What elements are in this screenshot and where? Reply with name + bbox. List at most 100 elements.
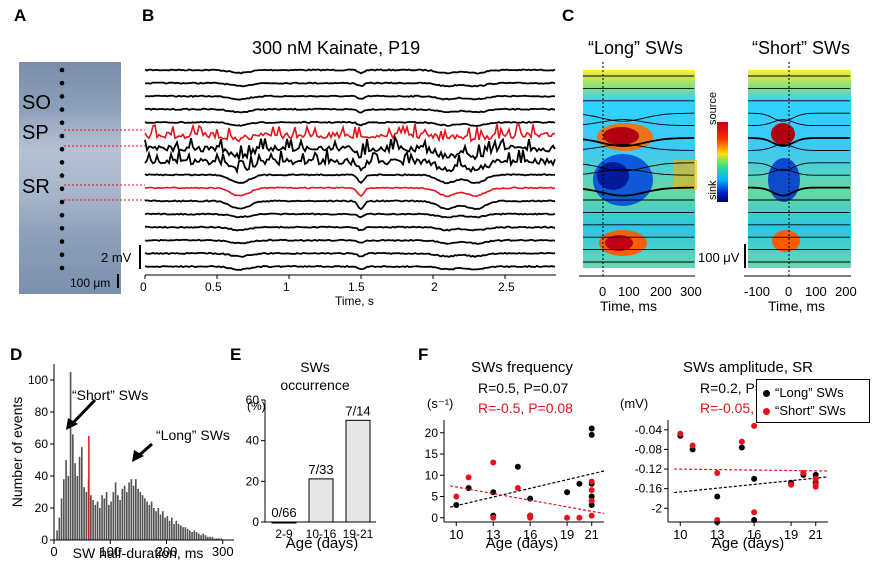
- f-amp-y-tick-label: -2: [651, 501, 662, 515]
- lfp-trace-4: [144, 107, 556, 114]
- histogram-bar: [58, 517, 61, 540]
- electrode-dot: [59, 239, 65, 244]
- f-freq-point: [514, 463, 521, 470]
- lfp-trace-14: [144, 238, 556, 245]
- histogram-bar: [121, 488, 124, 540]
- histogram-bar: [83, 487, 85, 540]
- d-x-tick-label: 300: [212, 544, 234, 559]
- f-amp-point: [812, 475, 819, 482]
- histogram-bar: [137, 488, 139, 540]
- f-freq-point: [453, 502, 460, 508]
- csd-trace: [748, 186, 850, 197]
- histogram-bar: [159, 514, 162, 540]
- histogram-bar: [195, 532, 198, 540]
- csd-trace: [748, 112, 850, 122]
- lfp-trace-3: [144, 94, 556, 101]
- electrode-dots: [59, 67, 65, 271]
- lfp-trace-6: [144, 122, 556, 143]
- f-amp-trend: [674, 468, 829, 472]
- histogram-bar: [155, 511, 157, 540]
- electrode-dot: [59, 226, 65, 231]
- histogram-bar: [69, 372, 72, 540]
- b-xtick-4: 2: [431, 280, 438, 294]
- d-y-tick-label: 20: [35, 501, 49, 515]
- scale-bar-a: [117, 274, 119, 288]
- d-y-label: Number of events: [9, 397, 25, 508]
- histogram-bar: [141, 495, 144, 540]
- legend-f: “Long” SWs “Short” SWs: [756, 379, 870, 423]
- f-freq-y-tick-label: 10: [425, 468, 439, 482]
- histogram-bar: [168, 520, 171, 540]
- histogram-bar: [81, 447, 83, 540]
- histogram-bar: [184, 527, 187, 540]
- histogram-bar: [101, 495, 103, 540]
- layer-label-sp: SP: [22, 122, 49, 144]
- e-title-line1: SWs: [300, 359, 330, 375]
- histogram-bar: [114, 482, 117, 540]
- f-freq-point: [588, 478, 595, 485]
- csd-map-short: [748, 70, 851, 268]
- histogram-bar: [63, 479, 65, 540]
- histogram-bar: [157, 508, 160, 540]
- d-y-tick-label: 100: [28, 373, 48, 387]
- panel-label-c: C: [562, 6, 575, 25]
- f-freq-point: [453, 493, 460, 500]
- csd-short-title: “Short” SWs: [752, 38, 851, 58]
- csd-trace: [582, 186, 694, 197]
- d-x-tick-label: 200: [156, 544, 178, 559]
- histogram-bar: [92, 500, 94, 540]
- f-freq-point: [576, 480, 583, 487]
- lfp-trace-8: [144, 149, 556, 175]
- c-long-xtick-0: 0: [599, 284, 607, 299]
- histogram-bar: [105, 492, 108, 540]
- f-amp-point: [689, 442, 696, 449]
- electrode-dot: [59, 199, 65, 205]
- lfp-trace-11: [144, 199, 555, 211]
- histogram-bar: [150, 501, 153, 540]
- c-long-xtick-3: 300: [680, 284, 702, 299]
- histogram-bar: [173, 524, 175, 540]
- f-freq-x-label: Age (days): [486, 535, 559, 552]
- lfp-traces: [64, 68, 556, 279]
- lfp-trace-15: [144, 251, 556, 258]
- f-freq-point: [564, 489, 571, 496]
- histogram-bar: [72, 434, 74, 540]
- histogram-bar: [191, 532, 193, 540]
- histogram-bar: [162, 511, 164, 540]
- f-freq-x-tick-label: 16: [523, 527, 537, 542]
- f-freq-unit: (s⁻¹): [427, 396, 453, 411]
- f-amp-x-tick-label: 19: [784, 527, 798, 542]
- histogram-bar: [153, 508, 155, 540]
- c-short-xtick-0: -100: [744, 284, 771, 299]
- f-amp-trend: [674, 476, 829, 494]
- f-freq-point: [490, 514, 497, 521]
- f-freq-point: [576, 514, 583, 521]
- f-amp-x-label: Age (days): [712, 535, 785, 552]
- scale-label-c: 100 μV: [698, 250, 740, 265]
- f-freq-point: [588, 487, 595, 494]
- freq-stats-red: R=-0.5, P=0.08: [478, 400, 573, 416]
- b-xtick-3: 1.5: [348, 280, 365, 294]
- f-amp-point: [751, 475, 758, 482]
- f-amp-point: [812, 483, 819, 490]
- b-xtick-5: 2.5: [498, 280, 515, 294]
- csd-trace: [582, 119, 694, 127]
- f-amp-x-tick-label: 16: [747, 527, 761, 542]
- f-amp-point: [714, 493, 721, 500]
- lfp-trace-10: [144, 186, 556, 198]
- e-y-unit: (%): [247, 399, 266, 413]
- histogram-bar: [112, 492, 115, 540]
- f-amp-point: [714, 469, 721, 476]
- f-amp-point: [751, 509, 758, 516]
- panel-label-b: B: [142, 6, 155, 25]
- legend-long-label: “Long” SWs: [775, 385, 844, 400]
- f-amp-x-tick-label: 10: [673, 527, 687, 542]
- csd-trace: [582, 137, 694, 147]
- f-amp-y-tick-label: -0.04: [635, 423, 663, 437]
- f-freq-x-tick-label: 19: [560, 527, 574, 542]
- legend-short-label: “Short” SWs: [775, 403, 846, 418]
- histogram-bar: [209, 536, 211, 540]
- arrow-head-long: [132, 450, 144, 462]
